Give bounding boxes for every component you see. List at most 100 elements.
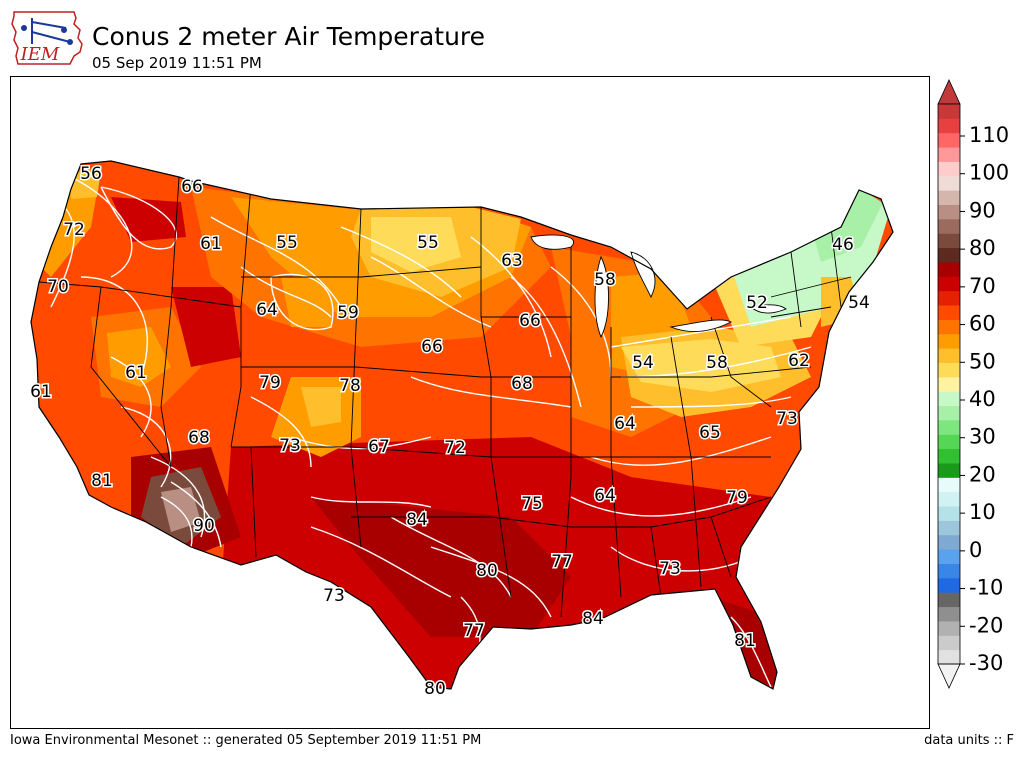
contour-label: 67 <box>368 437 390 457</box>
colorbar-tick-label: -30 <box>969 651 1003 675</box>
colorbar-tick-label: 60 <box>969 312 996 336</box>
contour-label: 81 <box>91 471 113 491</box>
colorbar-band <box>938 477 960 493</box>
contour-label: 59 <box>337 303 359 323</box>
colorbar-tick-label: 50 <box>969 349 996 373</box>
contour-label: 79 <box>259 373 281 393</box>
colorbar-extend-top <box>937 79 961 105</box>
contour-label: 68 <box>188 428 210 448</box>
colorbar-band <box>938 175 960 191</box>
colorbar-band <box>938 620 960 636</box>
colorbar-band <box>938 462 960 478</box>
contour-label: 66 <box>421 337 443 357</box>
contour-label: 77 <box>551 552 573 572</box>
colorbar-tick-label: -20 <box>969 613 1003 637</box>
contour-label: 84 <box>406 510 428 530</box>
contour-label: 84 <box>582 609 604 629</box>
footer-units: data units :: F <box>924 733 1014 748</box>
colorbar-tick-label: 10 <box>969 500 996 524</box>
colorbar-band <box>938 218 960 234</box>
colorbar-band <box>938 649 960 665</box>
contour-label: 64 <box>594 486 616 506</box>
colorbar-band <box>938 247 960 263</box>
colorbar-band <box>938 606 960 622</box>
colorbar-band <box>938 147 960 162</box>
colorbar-tick-label: 70 <box>969 274 996 298</box>
colorbar-band <box>938 204 960 220</box>
colorbar-tick-label: 110 <box>969 123 1009 147</box>
colorbar-band <box>938 348 960 363</box>
colorbar-band <box>938 592 960 608</box>
colorbar-tick-label: -10 <box>969 576 1003 600</box>
iem-logo: IEM <box>8 8 88 68</box>
contour-label: 73 <box>776 409 798 429</box>
colorbar-tick-label: 20 <box>969 462 996 486</box>
contour-label: 58 <box>594 270 616 290</box>
colorbar-band <box>938 104 960 119</box>
map-timestamp: 05 Sep 2019 11:51 PM <box>92 54 262 72</box>
temperature-colorbar: 110 100 90 80 70 60 50 40 30 20 10 0 -10 -20 -30 <box>930 76 1024 696</box>
colorbar-band <box>938 534 960 550</box>
colorbar-band <box>938 319 960 335</box>
colorbar-band <box>938 506 960 521</box>
contour-label: 81 <box>734 631 756 651</box>
contour-label: 54 <box>848 293 870 313</box>
colorbar-band <box>938 491 960 507</box>
colorbar-tick-label: 0 <box>969 538 982 562</box>
contour-label: 66 <box>519 311 541 331</box>
colorbar-band <box>938 577 960 593</box>
colorbar-band <box>938 261 960 277</box>
contour-label: 62 <box>788 351 810 371</box>
colorbar-band <box>938 290 960 306</box>
colorbar-band <box>938 333 960 349</box>
contour-label: 55 <box>276 233 298 253</box>
contour-label: 70 <box>47 277 69 297</box>
colorbar-outline <box>937 103 961 665</box>
contour-label: 72 <box>444 438 466 458</box>
colorbar-band <box>938 434 960 450</box>
contour-label: 61 <box>30 382 52 402</box>
contour-label: 80 <box>424 679 446 699</box>
contour-label: 52 <box>746 293 768 313</box>
footer-credit: Iowa Environmental Mesonet :: generated … <box>10 733 482 748</box>
colorbar-band <box>938 520 960 536</box>
contour-label: 73 <box>659 559 681 579</box>
colorbar-band <box>938 405 960 421</box>
colorbar-tick-label: 30 <box>969 425 996 449</box>
contour-label: 78 <box>339 376 361 396</box>
contour-label: 56 <box>80 164 102 184</box>
colorbar-band <box>938 233 960 249</box>
contour-label: 61 <box>200 234 222 254</box>
colorbar-band <box>938 362 960 378</box>
colorbar-band <box>938 132 960 148</box>
contour-label: 54 <box>632 353 654 373</box>
contour-label: 63 <box>501 251 523 271</box>
contour-label: 46 <box>832 235 854 255</box>
colorbar-band <box>938 549 960 564</box>
contour-label: 80 <box>476 561 498 581</box>
temperature-map: 56 66 72 61 55 55 63 70 64 59 58 66 46 5… <box>10 76 930 729</box>
colorbar-band <box>938 190 960 206</box>
contour-label: 68 <box>511 374 533 394</box>
colorbar-band <box>938 376 960 392</box>
country-outline <box>30 160 894 690</box>
contour-label: 72 <box>63 220 85 240</box>
contour-label: 55 <box>417 233 439 253</box>
contour-label: 77 <box>463 621 485 641</box>
colorbar-extend-bottom <box>937 663 961 689</box>
colorbar-tick-label: 40 <box>969 387 996 411</box>
contour-label: 90 <box>193 516 215 536</box>
logo-text: IEM <box>20 44 60 65</box>
colorbar-band <box>938 276 960 292</box>
colorbar-band <box>938 419 960 435</box>
page-title: Conus 2 meter Air Temperature <box>92 22 486 51</box>
colorbar-band <box>938 448 960 464</box>
contour-label: 65 <box>699 423 721 443</box>
contour-label: 58 <box>706 353 728 373</box>
contour-labels: 56 66 72 61 55 55 63 70 64 59 58 66 46 5… <box>29 163 872 701</box>
contour-label: 79 <box>726 488 748 508</box>
great-lakes <box>530 234 787 339</box>
colorbar-band <box>938 305 960 320</box>
contour-label: 64 <box>256 300 278 320</box>
state-borders <box>38 176 852 618</box>
